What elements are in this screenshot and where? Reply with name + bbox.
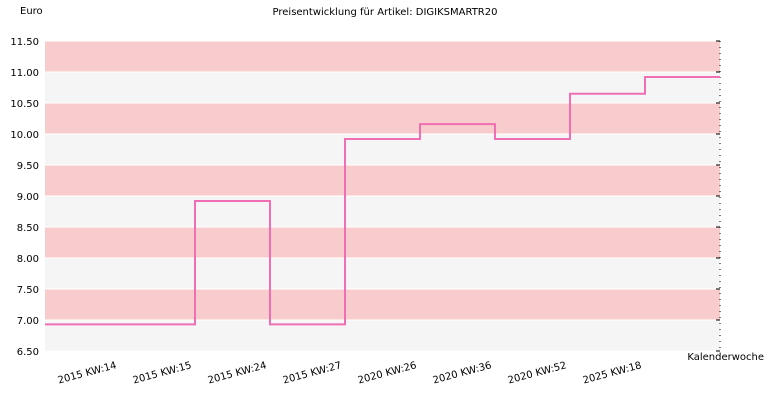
grid-band xyxy=(45,165,720,196)
y-tick-label: 7.50 xyxy=(17,285,39,296)
y-tick-label: 11.00 xyxy=(10,68,39,79)
grid-band xyxy=(45,227,720,258)
y-axis-label: Euro xyxy=(20,6,43,17)
y-tick-label: 10.50 xyxy=(10,99,39,110)
x-tick-label: 2020 KW:52 xyxy=(507,360,568,386)
grid-band xyxy=(45,196,720,227)
y-tick-label: 8.00 xyxy=(17,254,39,265)
y-tick-label: 9.00 xyxy=(17,192,39,203)
grid-band xyxy=(45,103,720,134)
x-axis-label: Kalenderwoche xyxy=(687,352,764,363)
x-tick-label: 2015 KW:24 xyxy=(207,360,268,386)
x-tick-label: 2015 KW:27 xyxy=(282,360,343,386)
x-tick-label: 2015 KW:14 xyxy=(57,360,118,386)
grid-band xyxy=(45,41,720,72)
y-tick-label: 6.50 xyxy=(17,347,39,358)
x-tick-label: 2020 KW:26 xyxy=(357,360,418,386)
y-tick-label: 10.00 xyxy=(10,130,39,141)
grid-band xyxy=(45,289,720,320)
x-tick-label: 2015 KW:15 xyxy=(132,360,193,386)
y-tick-label: 8.50 xyxy=(17,223,39,234)
y-tick-label: 9.50 xyxy=(17,161,39,172)
x-tick-label: 2020 KW:36 xyxy=(432,360,493,386)
y-tick-label: 11.50 xyxy=(10,37,39,48)
price-line xyxy=(45,75,720,326)
grid-band xyxy=(45,258,720,289)
x-tick-label: 2025 KW:18 xyxy=(582,360,643,386)
y-tick-label: 7.00 xyxy=(17,316,39,327)
grid-band xyxy=(45,72,720,103)
chart-title: Preisentwicklung für Artikel: DIGIKSMART… xyxy=(273,7,498,18)
